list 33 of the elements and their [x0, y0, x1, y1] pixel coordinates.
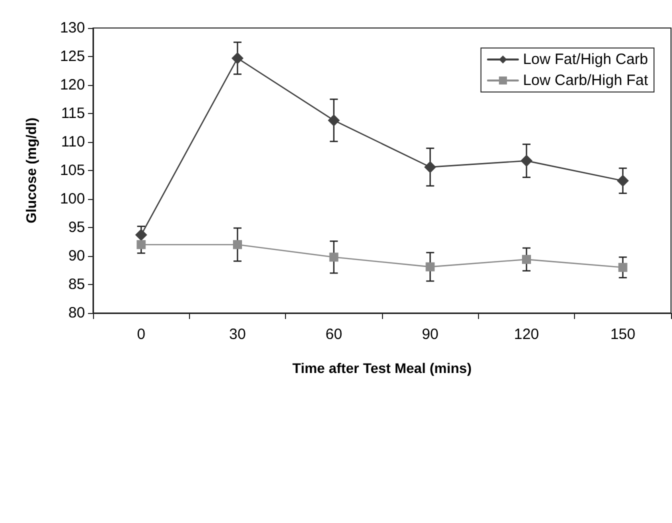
y-tick-label: 85	[68, 276, 85, 293]
point	[426, 262, 435, 272]
point	[618, 262, 628, 272]
y-tick-label: 120	[60, 76, 85, 94]
y-tick-label: 100	[60, 190, 85, 208]
x-tick-label: 90	[422, 326, 439, 343]
point	[328, 114, 340, 126]
x-tick-label: 30	[229, 326, 246, 343]
point	[135, 228, 148, 241]
point	[520, 154, 532, 167]
point	[232, 52, 244, 64]
point	[616, 174, 629, 187]
y-tick-label: 80	[68, 304, 85, 322]
point	[233, 240, 242, 250]
x-tick-label: 120	[514, 326, 540, 343]
y-tick-label: 105	[60, 162, 85, 179]
y-tick-label: 90	[68, 248, 85, 264]
y-tick-label: 125	[60, 48, 85, 65]
y-tick-label: 110	[61, 134, 85, 150]
x-tick-label: 0	[136, 326, 146, 343]
point	[522, 254, 531, 264]
y-tick-label: 95	[68, 219, 85, 236]
y-axis-title: Glucose (mg/dl)	[23, 118, 39, 224]
legend-label: Low Fat/High Carb	[522, 51, 648, 68]
point	[136, 240, 146, 250]
y-tick-label: 115	[61, 105, 85, 122]
y-tick-label: 130	[60, 20, 85, 36]
x-tick-label: 60	[325, 326, 342, 343]
x-axis-title: Time after Test Meal (mins)	[292, 360, 472, 376]
legend-label: Low Carb/High Fat	[522, 72, 649, 89]
point	[329, 252, 338, 262]
point	[424, 161, 436, 174]
x-tick-label: 150	[610, 326, 636, 343]
